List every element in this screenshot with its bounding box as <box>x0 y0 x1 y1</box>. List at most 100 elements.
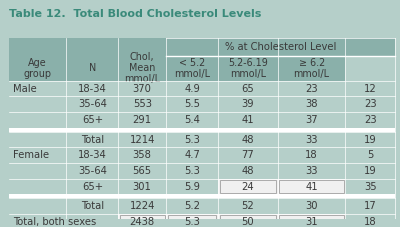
Text: 5: 5 <box>367 150 374 160</box>
Text: Total: Total <box>81 201 104 211</box>
Bar <box>9 147 66 163</box>
Text: 24: 24 <box>242 182 254 192</box>
Bar <box>118 81 166 96</box>
Text: 39: 39 <box>242 99 254 109</box>
Bar <box>166 112 218 128</box>
Bar <box>9 195 395 198</box>
Bar <box>9 56 66 81</box>
Bar <box>346 132 395 147</box>
Bar <box>218 81 278 96</box>
Bar <box>9 132 66 147</box>
Bar <box>278 56 346 81</box>
Text: 23: 23 <box>364 115 377 125</box>
Text: Chol,
Mean
mmol/L: Chol, Mean mmol/L <box>124 52 160 84</box>
Text: 18: 18 <box>305 150 318 160</box>
Text: 41: 41 <box>242 115 254 125</box>
Bar <box>166 214 218 227</box>
Bar <box>66 214 118 227</box>
Bar <box>218 179 278 195</box>
Bar <box>346 147 395 163</box>
Bar <box>278 147 346 163</box>
Text: 5.5: 5.5 <box>184 99 200 109</box>
Bar <box>66 112 118 128</box>
Bar <box>166 198 218 214</box>
Text: Male: Male <box>13 84 36 94</box>
Bar <box>278 81 346 96</box>
Text: 5.2-6.19
mmol/L: 5.2-6.19 mmol/L <box>228 58 268 79</box>
Text: 33: 33 <box>305 166 318 176</box>
Text: Total: Total <box>81 135 104 145</box>
Text: < 5.2
mmol/L: < 5.2 mmol/L <box>174 58 210 79</box>
Bar <box>118 179 166 195</box>
Bar <box>346 163 395 179</box>
Bar <box>118 96 166 112</box>
Text: % at Cholesterol Level: % at Cholesterol Level <box>225 42 336 52</box>
Bar <box>166 81 218 96</box>
Text: 291: 291 <box>133 115 152 125</box>
Bar <box>168 215 216 227</box>
Bar <box>9 81 66 96</box>
Text: 65: 65 <box>242 84 254 94</box>
Text: 18-34: 18-34 <box>78 150 107 160</box>
Bar <box>278 214 346 227</box>
Bar <box>166 56 218 81</box>
Text: Table 12.  Total Blood Cholesterol Levels: Table 12. Total Blood Cholesterol Levels <box>9 9 261 20</box>
Text: 5.3: 5.3 <box>184 135 200 145</box>
Text: 5.2: 5.2 <box>184 201 200 211</box>
Bar <box>66 179 118 195</box>
Text: 23: 23 <box>305 84 318 94</box>
Text: 5.9: 5.9 <box>184 182 200 192</box>
Text: 38: 38 <box>305 99 318 109</box>
Bar <box>346 112 395 128</box>
Bar <box>278 112 346 128</box>
Text: 65+: 65+ <box>82 115 103 125</box>
Text: Age
group: Age group <box>24 58 52 79</box>
Bar <box>278 163 346 179</box>
Bar <box>9 96 66 112</box>
Text: 17: 17 <box>364 201 377 211</box>
Bar <box>118 147 166 163</box>
Bar <box>9 214 66 227</box>
Bar <box>118 163 166 179</box>
Bar <box>346 198 395 214</box>
Text: 565: 565 <box>133 166 152 176</box>
Text: 65+: 65+ <box>82 182 103 192</box>
Text: 48: 48 <box>242 135 254 145</box>
Text: 5.3: 5.3 <box>184 217 200 227</box>
Bar <box>220 215 276 227</box>
Text: 77: 77 <box>242 150 254 160</box>
Bar <box>66 96 118 112</box>
Text: 301: 301 <box>133 182 152 192</box>
Bar <box>9 163 66 179</box>
Bar <box>279 215 344 227</box>
Text: 23: 23 <box>364 99 377 109</box>
Text: N: N <box>89 63 96 73</box>
Bar <box>166 179 218 195</box>
Bar <box>278 179 346 195</box>
Bar <box>66 198 118 214</box>
Text: 41: 41 <box>305 182 318 192</box>
Text: 52: 52 <box>242 201 254 211</box>
Text: 31: 31 <box>305 217 318 227</box>
Bar <box>346 179 395 195</box>
Bar <box>218 198 278 214</box>
Text: 35-64: 35-64 <box>78 99 107 109</box>
Bar <box>218 147 278 163</box>
Bar <box>118 56 166 81</box>
Bar <box>278 132 346 147</box>
Bar <box>279 180 344 193</box>
Text: 5.4: 5.4 <box>184 115 200 125</box>
Bar <box>218 56 278 81</box>
Text: 4.9: 4.9 <box>184 84 200 94</box>
Text: 30: 30 <box>305 201 318 211</box>
Bar <box>66 56 118 81</box>
Bar <box>346 81 395 96</box>
Bar <box>218 163 278 179</box>
Bar <box>278 198 346 214</box>
Bar <box>9 179 66 195</box>
Bar <box>9 128 395 132</box>
Bar <box>118 214 166 227</box>
Text: 35-64: 35-64 <box>78 166 107 176</box>
Bar <box>218 96 278 112</box>
Bar <box>166 96 218 112</box>
